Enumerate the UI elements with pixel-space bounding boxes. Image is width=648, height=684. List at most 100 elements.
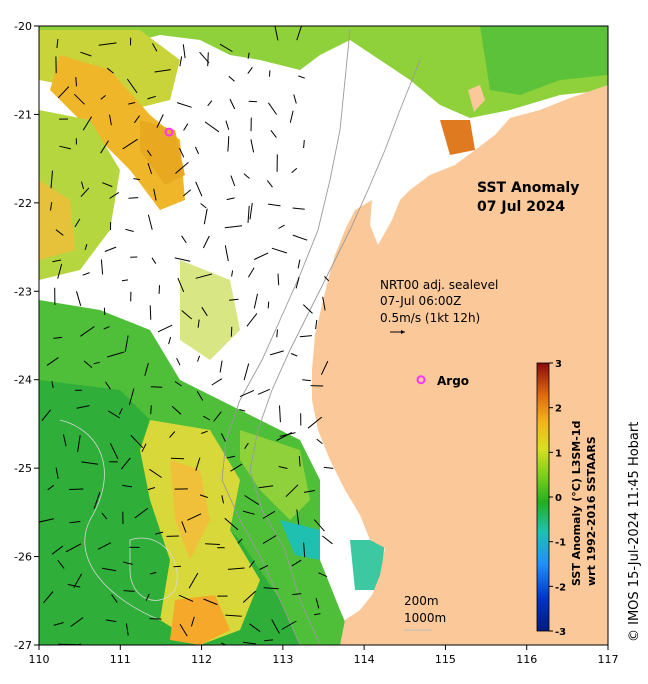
- current-vector: [298, 455, 301, 467]
- current-vector: [224, 225, 243, 229]
- current-vector: [225, 614, 242, 617]
- current-vector: [242, 641, 256, 645]
- current-vector: [144, 362, 149, 376]
- current-vector: [109, 443, 119, 460]
- current-vector: [292, 207, 305, 210]
- current-vector: [302, 379, 311, 382]
- current-vector: [297, 259, 301, 269]
- current-vector: [109, 191, 120, 199]
- current-vector: [242, 510, 255, 515]
- sealevel-time: 07-Jul 06:00Z: [380, 294, 461, 308]
- current-vector: [249, 623, 261, 633]
- colorbar: [536, 362, 550, 632]
- current-vector: [118, 408, 123, 415]
- argo-float-marker[interactable]: [164, 127, 174, 137]
- current-vector: [205, 543, 220, 545]
- current-vector: [181, 521, 187, 533]
- current-vector: [147, 214, 153, 230]
- current-vector: [141, 443, 147, 452]
- current-vector: [151, 257, 157, 264]
- current-vector: [268, 203, 281, 207]
- colorbar-tick-label: 0: [555, 493, 562, 504]
- current-vector: [328, 645, 332, 652]
- current-vector: [97, 542, 112, 550]
- current-vector: [152, 43, 158, 52]
- current-vector: [196, 390, 204, 401]
- current-vector: [55, 229, 64, 236]
- current-vector: [145, 593, 150, 601]
- current-vector: [136, 646, 146, 656]
- current-vector: [264, 639, 274, 642]
- current-vector: [258, 485, 274, 489]
- current-vector: [278, 224, 285, 229]
- current-vector: [239, 409, 246, 412]
- bathymetry-contours: [221, 29, 421, 645]
- current-vector: [221, 495, 225, 504]
- colorbar-tick-label: 2: [555, 404, 562, 415]
- current-vector: [181, 235, 187, 244]
- current-vector: [188, 572, 199, 589]
- current-vector: [77, 435, 81, 453]
- current-vector: [125, 623, 129, 636]
- current-vector: [195, 457, 201, 471]
- current-vector: [243, 173, 250, 179]
- current-vector: [174, 257, 191, 262]
- current-vector: [303, 542, 306, 558]
- current-vector: [211, 378, 223, 386]
- current-vector: [248, 100, 257, 103]
- current-vector: [133, 115, 141, 124]
- current-vector: [201, 430, 208, 434]
- current-vector: [62, 434, 67, 447]
- current-vector: [227, 567, 245, 570]
- current-vector: [122, 561, 133, 565]
- current-vector: [101, 512, 108, 520]
- current-vector: [81, 461, 99, 465]
- current-vector: [195, 273, 213, 279]
- current-vector: [228, 75, 235, 82]
- current-vector: [128, 388, 135, 406]
- current-vector: [201, 306, 208, 317]
- current-vector: [109, 114, 112, 126]
- current-vector: [291, 559, 302, 567]
- current-vector: [51, 381, 54, 389]
- current-vector: [135, 647, 143, 660]
- current-vector: [324, 276, 330, 282]
- current-vector: [253, 293, 258, 309]
- plot-frame: [38, 25, 609, 646]
- argo-float-marker-legend[interactable]: [416, 375, 426, 385]
- current-vector: [296, 26, 302, 41]
- current-vector: [106, 351, 125, 358]
- current-vector: [190, 616, 195, 627]
- current-vector: [289, 110, 294, 123]
- current-vector: [41, 409, 52, 421]
- colorbar-tick-label: -1: [555, 538, 566, 549]
- current-vector: [220, 433, 226, 442]
- current-vector: [207, 52, 209, 67]
- current-vector: [170, 457, 185, 460]
- current-vector: [179, 623, 188, 637]
- current-vector: [262, 510, 276, 519]
- current-vector: [316, 438, 323, 444]
- current-vector: [150, 405, 152, 415]
- current-vector: [120, 457, 131, 470]
- current-vector: [103, 326, 110, 330]
- current-vector: [126, 78, 138, 94]
- lat-tick-label: -26: [14, 551, 32, 564]
- current-vector: [183, 123, 189, 131]
- current-vector: [100, 259, 104, 275]
- current-vector: [247, 267, 255, 278]
- current-vector: [105, 619, 117, 623]
- current-vector: [247, 205, 250, 223]
- current-vector: [171, 405, 182, 415]
- current-vector: [46, 357, 59, 366]
- colorbar-label-line2: wrt 1992-2016 SSTAARS: [585, 436, 598, 586]
- current-vector: [250, 139, 255, 153]
- current-vector: [266, 180, 273, 188]
- map-title-line2: 07 Jul 2024: [477, 199, 565, 215]
- current-vector: [230, 326, 233, 337]
- current-vector: [81, 181, 85, 190]
- current-vector: [174, 381, 182, 387]
- current-vector: [295, 276, 300, 289]
- colorbar-tick-label: 1: [555, 448, 562, 459]
- colorbar-ticks: 3 2 1 0 -1 -2 -3: [549, 359, 566, 638]
